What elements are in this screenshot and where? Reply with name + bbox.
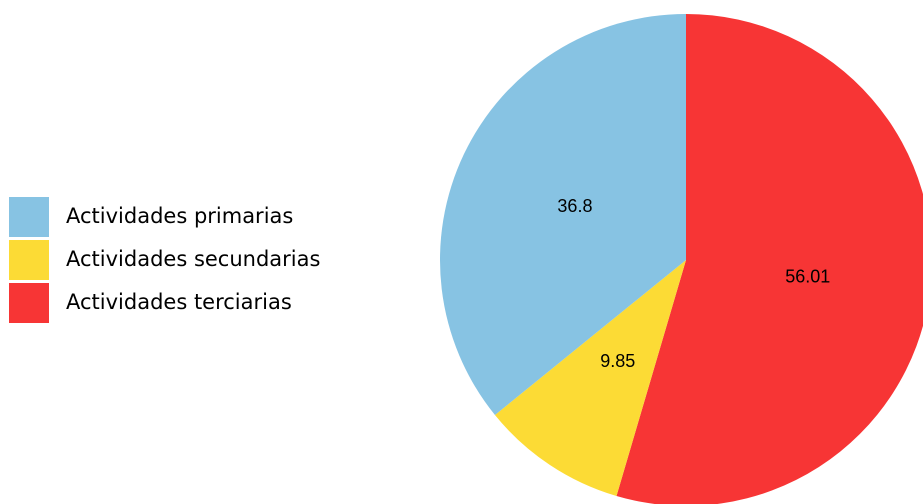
legend-label: Actividades secundarias — [66, 247, 320, 271]
value-label: 56.01 — [785, 266, 830, 286]
legend-swatch — [9, 197, 49, 237]
legend-swatch — [9, 240, 49, 280]
legend-label: Actividades primarias — [66, 204, 293, 228]
pie-slice — [494, 260, 686, 496]
pie-slice — [616, 14, 923, 504]
legend-label: Actividades terciarias — [66, 290, 292, 314]
value-label: 36.8 — [557, 196, 592, 216]
value-label: 9.85 — [600, 351, 635, 371]
legend-swatch — [9, 283, 49, 323]
pie-slice — [439, 14, 686, 415]
